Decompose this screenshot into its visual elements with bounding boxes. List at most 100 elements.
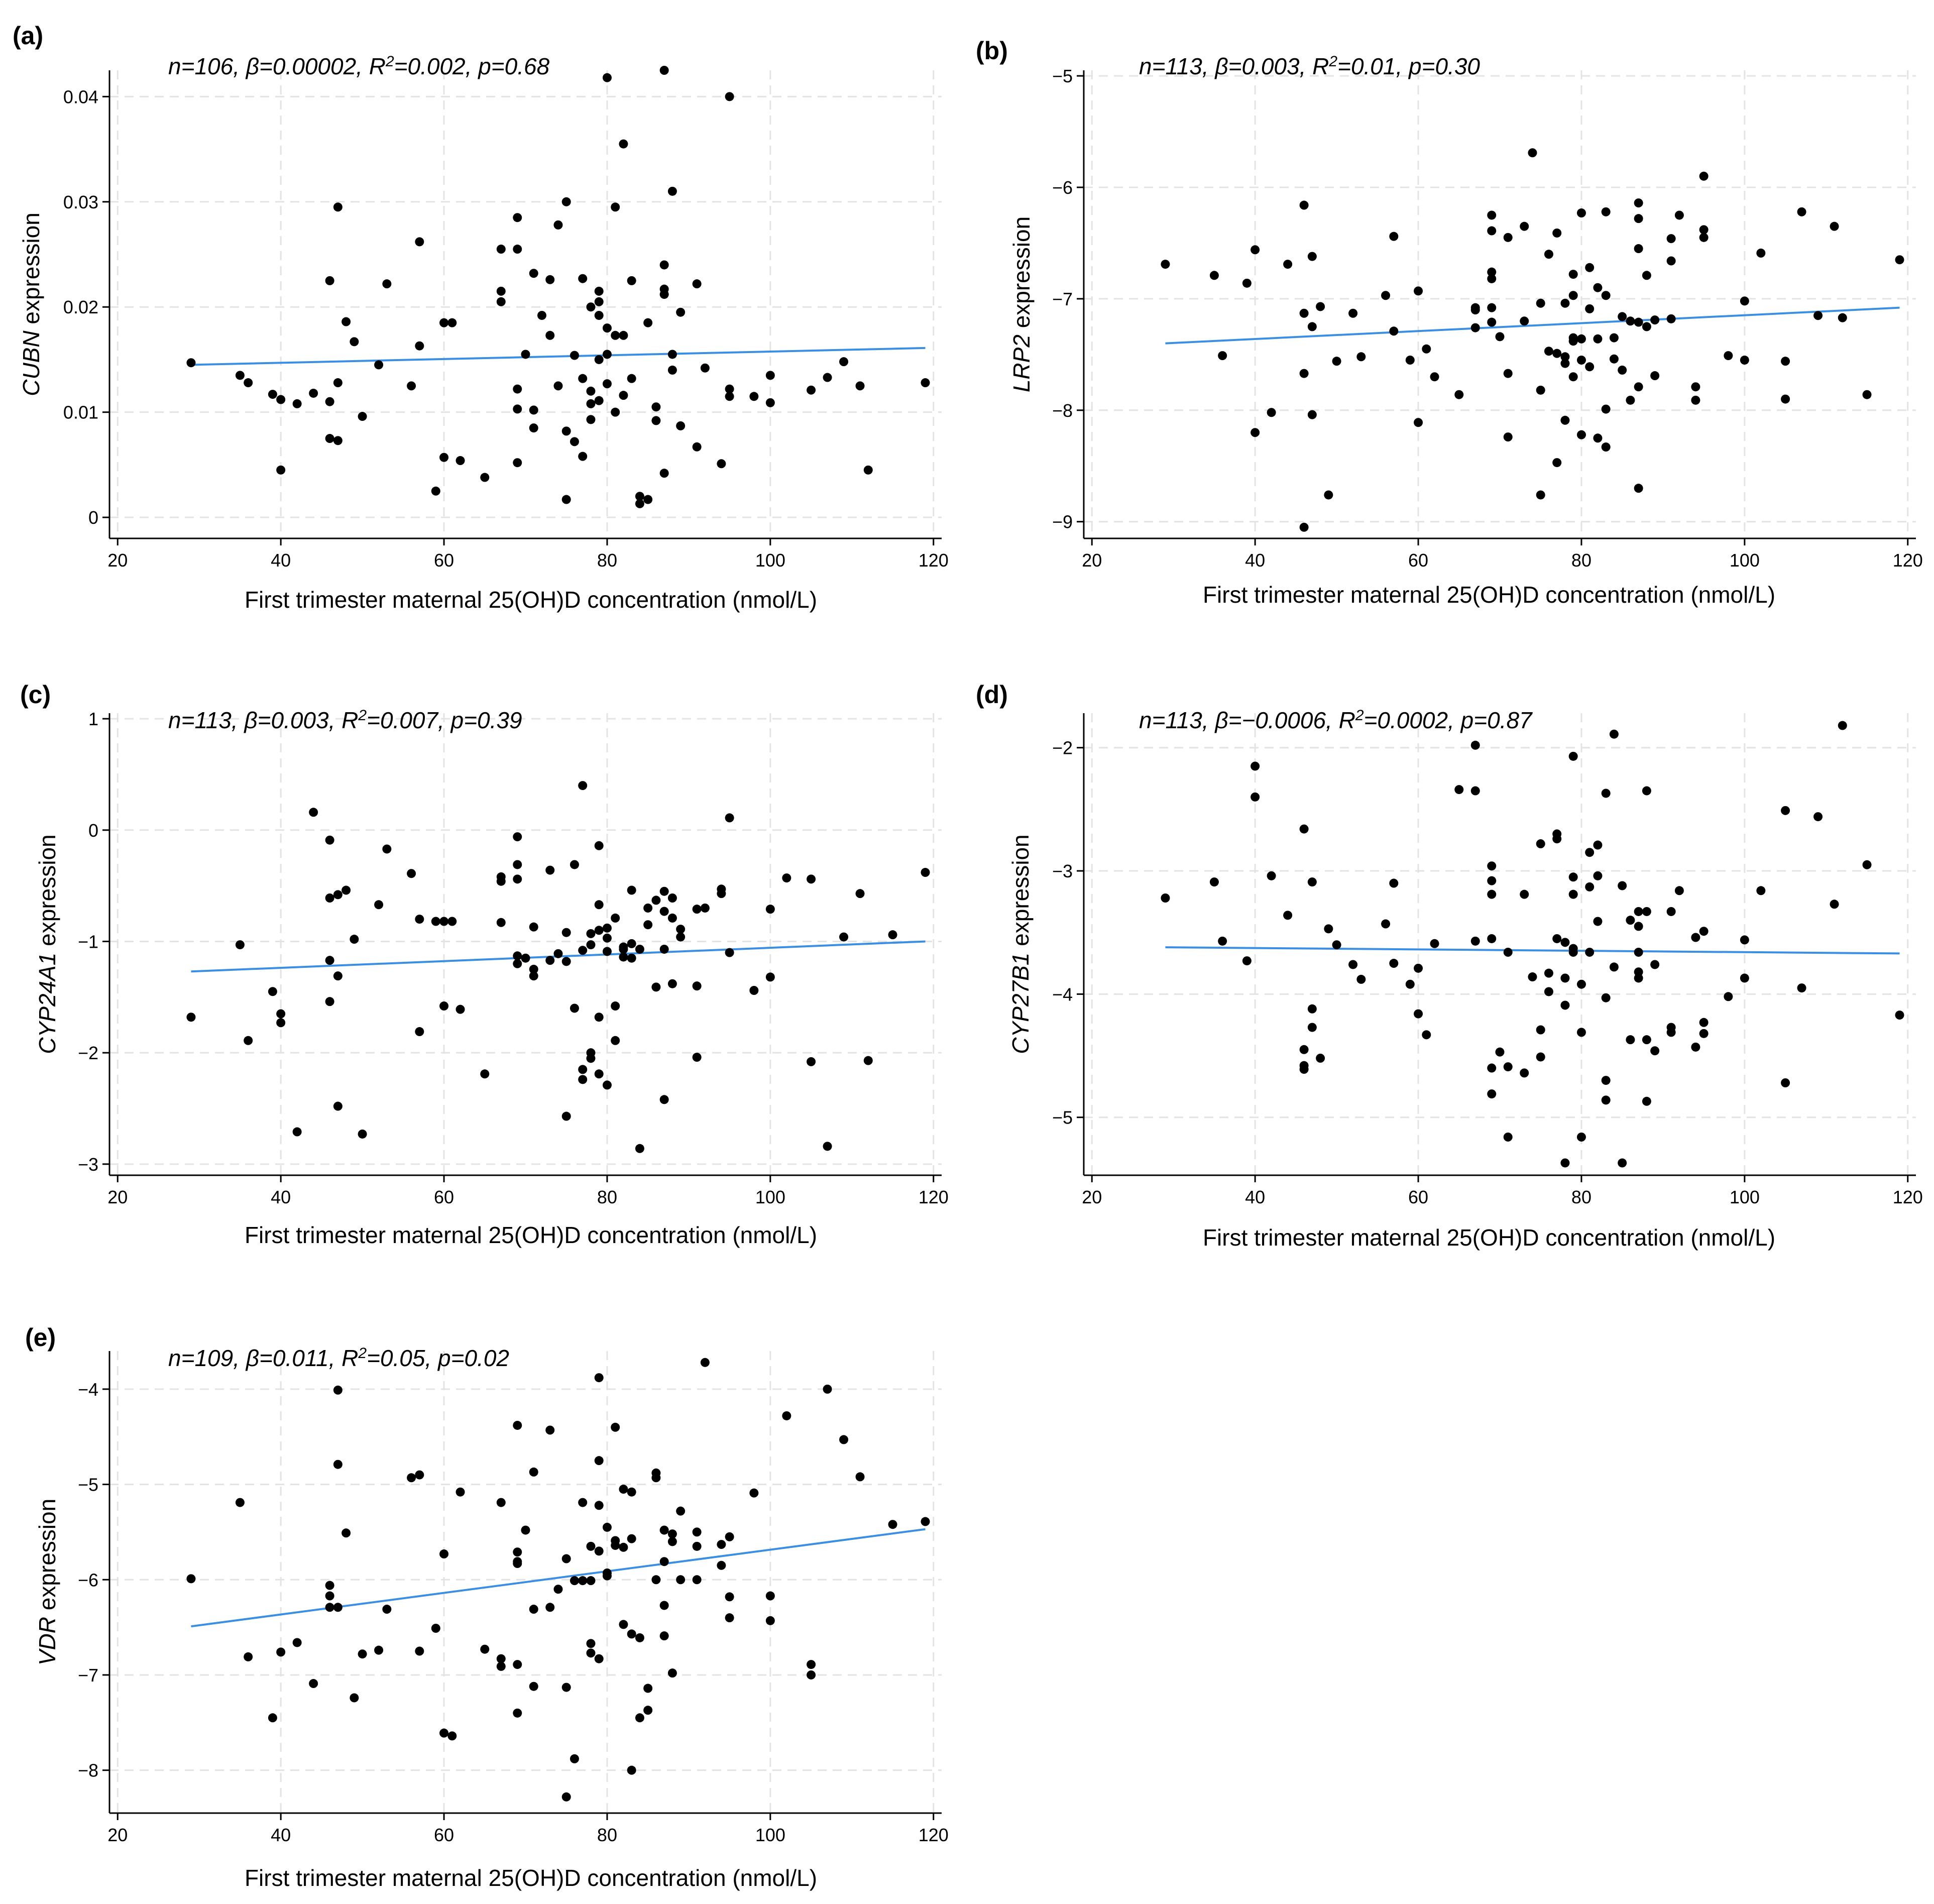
data-point — [765, 371, 775, 380]
data-point — [1552, 458, 1562, 468]
regression-line — [1165, 306, 1900, 345]
data-point — [1666, 314, 1676, 323]
data-point — [1528, 972, 1537, 982]
data-point — [496, 297, 506, 306]
data-point — [447, 1731, 457, 1741]
data-point — [749, 392, 759, 401]
chart-panel-1: 20 40 60 80 100 120 0 0.01 0.02 0.03 0.04 (a) n=106,… — [13, 22, 949, 613]
data-point — [342, 317, 351, 326]
data-point — [325, 997, 334, 1006]
data-point — [611, 1001, 620, 1011]
data-point — [1487, 267, 1497, 277]
data-point — [1593, 433, 1603, 443]
y-tick-label: 0.02 — [63, 297, 98, 317]
panel-label: (c) — [20, 681, 51, 709]
data-point — [1283, 260, 1293, 269]
data-point — [431, 917, 440, 926]
data-point — [1316, 302, 1325, 311]
data-point — [635, 1144, 644, 1153]
data-point — [602, 947, 612, 956]
data-point — [496, 1498, 506, 1507]
data-point — [1585, 304, 1595, 313]
data-point — [1560, 1158, 1570, 1168]
chart-panel-2: 20 40 60 80 100 120 −9 −8 −7 −6 −5 (b) n=113, β=0.00… — [976, 37, 1923, 608]
data-point — [309, 1679, 318, 1689]
data-point — [513, 1708, 522, 1718]
data-point — [863, 465, 873, 475]
data-point — [1536, 298, 1545, 308]
data-point — [439, 1549, 449, 1559]
data-point — [1724, 351, 1733, 361]
data-point — [292, 1638, 302, 1647]
data-point — [496, 245, 506, 254]
data-point — [561, 1792, 571, 1802]
data-point — [439, 318, 449, 327]
x-axis-title: First trimester maternal 25(OH)D concent… — [1203, 582, 1775, 608]
data-point — [692, 1527, 702, 1537]
data-point — [627, 374, 636, 383]
chart-panel-4: 20 40 60 80 100 120 −5 −4 −3 −2 (d) n=113, β=−0.000… — [976, 681, 1923, 1251]
data-point — [513, 213, 522, 222]
data-point — [611, 1036, 620, 1045]
data-point — [447, 318, 457, 327]
data-point — [415, 1470, 424, 1480]
stats-annotation: n=113, β=0.003, R2=0.01, p=0.30 — [1139, 53, 1480, 79]
data-point — [1283, 911, 1293, 920]
x-tick-label: 80 — [1571, 1187, 1591, 1207]
stats-annotation: n=106, β=0.00002, R2=0.002, p=0.68 — [168, 53, 550, 79]
data-point — [1405, 355, 1415, 365]
panel-label: (d) — [976, 681, 1008, 709]
data-point — [382, 279, 392, 289]
data-point — [855, 889, 865, 899]
x-tick-label: 80 — [597, 1825, 617, 1845]
data-point — [586, 1648, 596, 1658]
data-point — [1699, 225, 1709, 235]
data-point — [553, 220, 563, 230]
data-point — [1585, 947, 1595, 957]
x-tick-label: 60 — [434, 1825, 454, 1845]
y-tick-label: −5 — [1052, 1107, 1073, 1128]
data-point — [1568, 751, 1578, 761]
data-point — [439, 453, 449, 462]
data-point — [496, 918, 506, 927]
data-point — [374, 900, 384, 910]
data-point — [561, 1554, 571, 1563]
data-point — [855, 1472, 865, 1482]
data-point — [1576, 979, 1586, 989]
data-point — [561, 928, 571, 937]
data-point — [1520, 221, 1529, 231]
data-point — [1593, 871, 1603, 880]
data-point — [1576, 355, 1586, 365]
data-point — [659, 1095, 669, 1104]
data-point — [1642, 271, 1651, 280]
data-point — [700, 903, 710, 913]
data-point — [1601, 1076, 1611, 1085]
data-point — [570, 1576, 579, 1586]
data-point — [635, 1713, 644, 1723]
data-point — [235, 371, 245, 380]
x-tick-label: 120 — [1893, 550, 1923, 571]
data-point — [1536, 1025, 1545, 1035]
data-point — [1634, 484, 1643, 493]
data-point — [1470, 786, 1480, 796]
data-point — [325, 1603, 334, 1612]
data-point — [667, 979, 677, 988]
y-tick-label: −2 — [78, 1043, 98, 1063]
data-point — [553, 381, 563, 391]
data-point — [1242, 956, 1252, 966]
data-point — [561, 1111, 571, 1121]
data-point — [1307, 252, 1317, 261]
data-point — [1691, 395, 1700, 405]
data-point — [1389, 959, 1399, 968]
data-point — [1307, 322, 1317, 331]
x-axis-title: First trimester maternal 25(OH)D concent… — [245, 1865, 817, 1891]
data-point — [1299, 1065, 1309, 1074]
data-point — [627, 1487, 636, 1497]
data-point — [545, 275, 555, 284]
data-point — [1797, 207, 1806, 216]
data-point — [619, 1542, 628, 1552]
data-point — [643, 1684, 653, 1693]
data-point — [1691, 1042, 1700, 1052]
data-point — [1691, 933, 1700, 942]
